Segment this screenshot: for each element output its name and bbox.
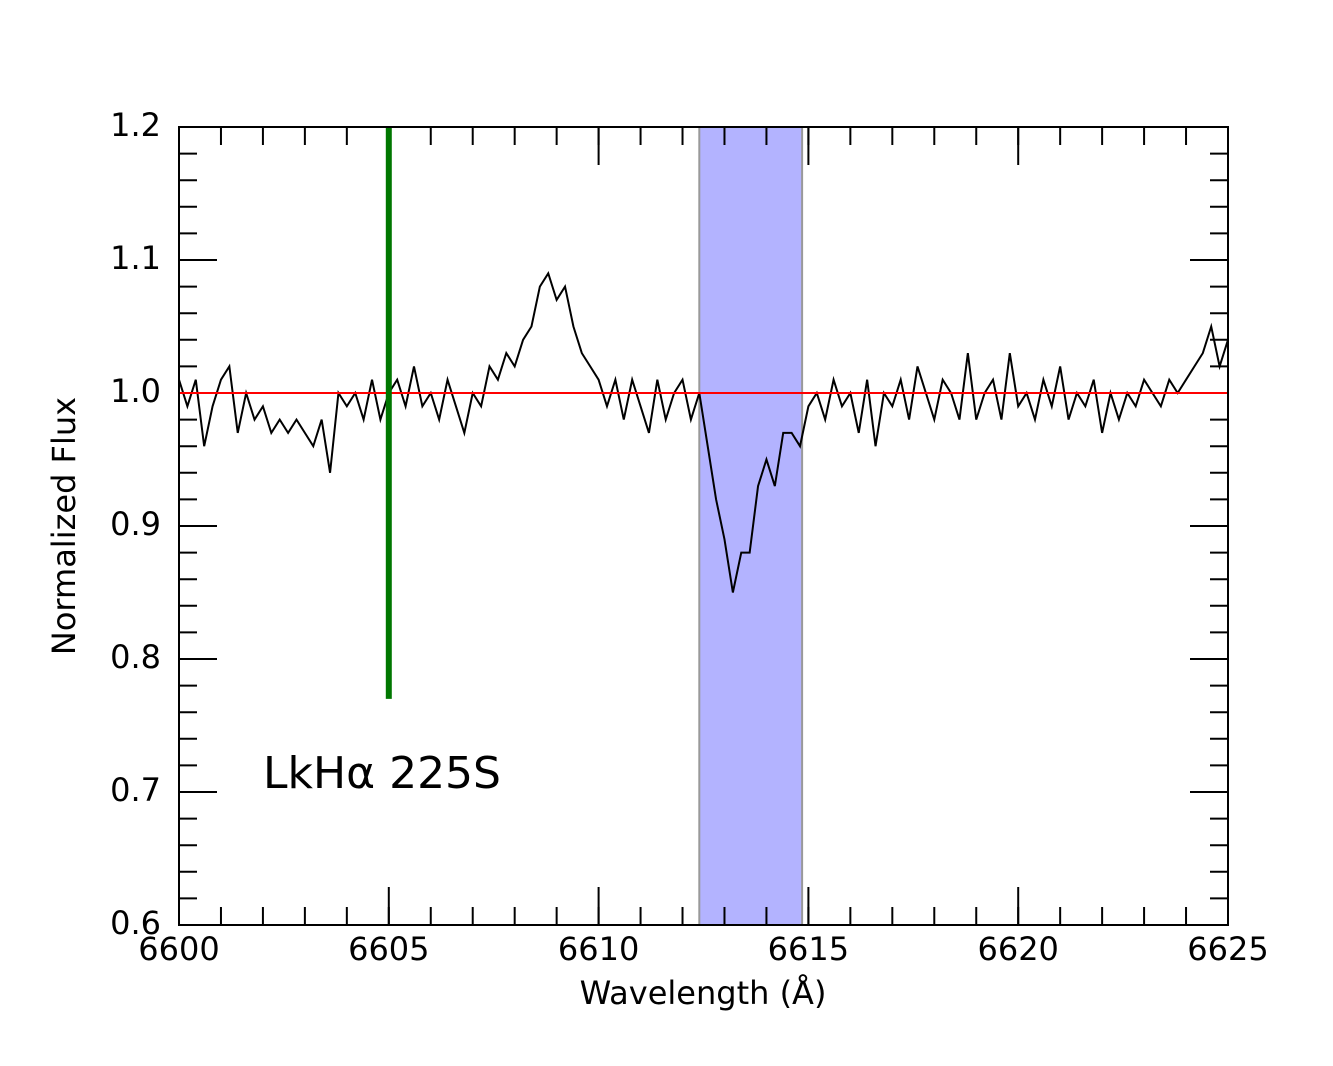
y-tick-label: 1.0 xyxy=(110,372,161,410)
y-tick-label: 0.9 xyxy=(110,505,161,543)
y-tick-label: 1.1 xyxy=(110,239,161,277)
x-axis-label: Wavelength (Å) xyxy=(580,974,827,1012)
x-tick-label: 6625 xyxy=(1187,930,1268,968)
x-tick-label: 6620 xyxy=(977,930,1058,968)
x-tick-label: 6600 xyxy=(138,930,219,968)
y-tick-label: 0.8 xyxy=(110,638,161,676)
plot-frame xyxy=(178,126,1229,926)
spectrum-line xyxy=(178,270,1229,593)
y-tick-label: 1.2 xyxy=(110,106,161,144)
x-tick-label: 6605 xyxy=(348,930,429,968)
highlight-span xyxy=(698,126,804,926)
x-tick-label: 6610 xyxy=(558,930,639,968)
y-tick-label: 0.7 xyxy=(110,771,161,809)
x-tick-label: 6615 xyxy=(768,930,849,968)
y-tick-label: 0.6 xyxy=(110,904,161,942)
annotation: LkHα 225S xyxy=(263,748,501,799)
y-axis-label: Normalized Flux xyxy=(45,397,83,655)
